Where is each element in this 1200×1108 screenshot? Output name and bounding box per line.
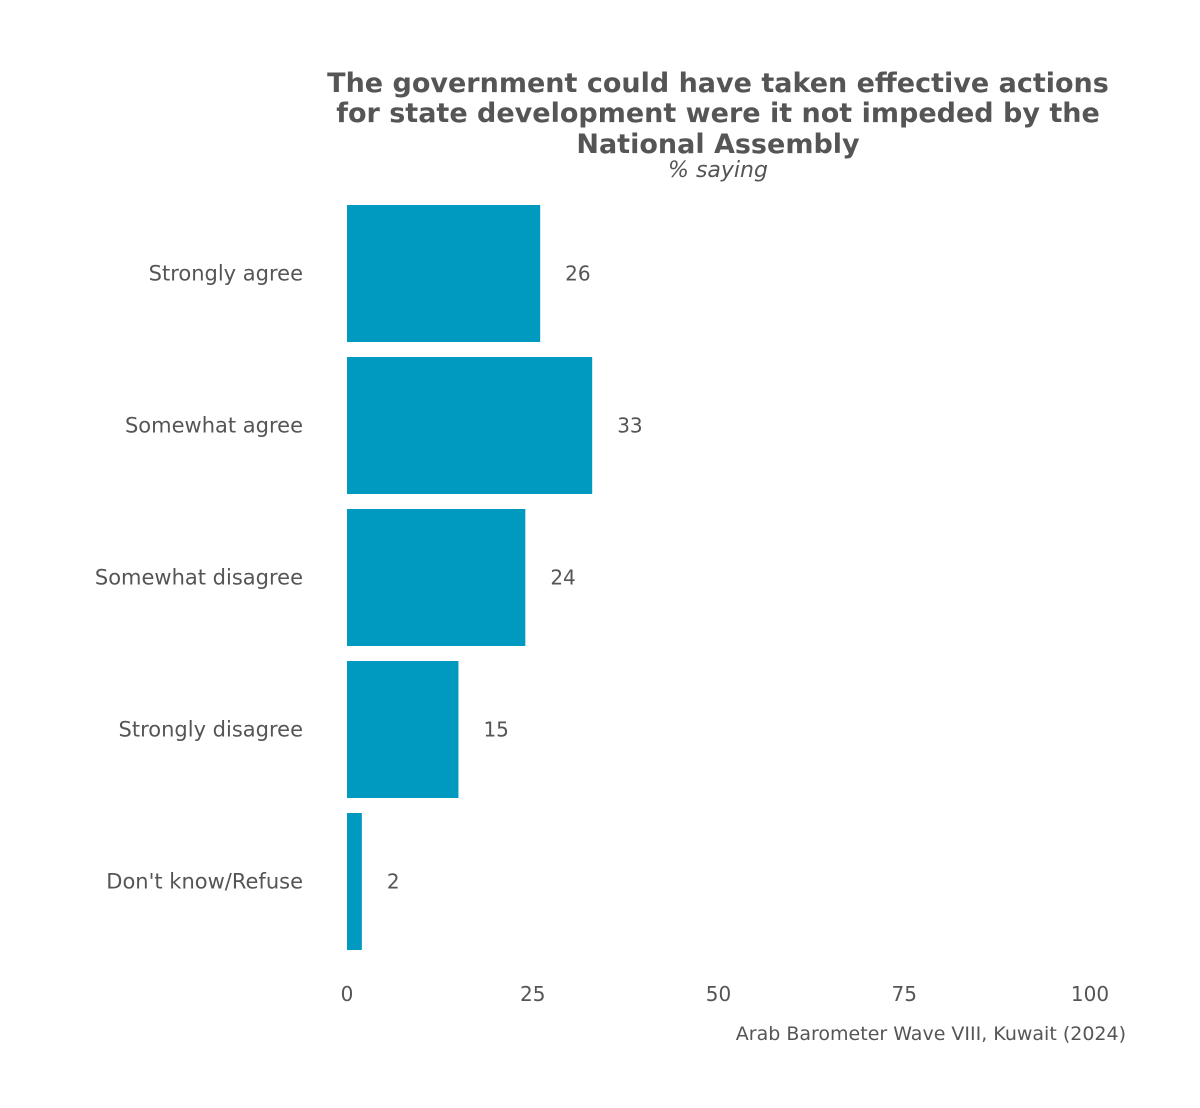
data-label: 33 bbox=[617, 414, 642, 438]
category-label: Somewhat agree bbox=[125, 414, 303, 438]
category-label: Somewhat disagree bbox=[95, 566, 303, 590]
bar bbox=[347, 813, 362, 950]
category-label: Strongly disagree bbox=[119, 718, 303, 742]
bar bbox=[347, 205, 541, 342]
chart-title-line-2: for state development were it not impede… bbox=[336, 98, 1100, 129]
x-tick-label: 0 bbox=[341, 982, 354, 1006]
x-tick-label: 75 bbox=[892, 982, 917, 1006]
data-label: 26 bbox=[565, 262, 590, 286]
chart-subtitle: % saying bbox=[668, 158, 768, 183]
bar bbox=[347, 357, 593, 494]
chart-title-line-3: National Assembly bbox=[576, 129, 860, 160]
x-axis-ticks: 0 25 50 75 100 bbox=[341, 982, 1109, 1006]
bar bbox=[347, 661, 459, 798]
chart-caption: Arab Barometer Wave VIII, Kuwait (2024) bbox=[736, 1023, 1126, 1045]
chart-title-line-1: The government could have taken effectiv… bbox=[327, 68, 1109, 99]
data-label: 15 bbox=[483, 718, 508, 742]
x-tick-label: 100 bbox=[1071, 982, 1109, 1006]
category-label: Strongly agree bbox=[149, 262, 303, 286]
category-labels: Strongly agree Somewhat agree Somewhat dis… bbox=[95, 262, 303, 894]
chart-title: The government could have taken effectiv… bbox=[327, 68, 1109, 160]
category-label: Don't know/Refuse bbox=[106, 870, 303, 894]
data-label: 2 bbox=[387, 870, 400, 894]
bars bbox=[347, 205, 593, 950]
x-tick-label: 50 bbox=[706, 982, 731, 1006]
value-labels: 26 33 24 15 2 bbox=[387, 262, 643, 894]
bar bbox=[347, 509, 526, 646]
x-tick-label: 25 bbox=[520, 982, 545, 1006]
data-label: 24 bbox=[550, 566, 575, 590]
